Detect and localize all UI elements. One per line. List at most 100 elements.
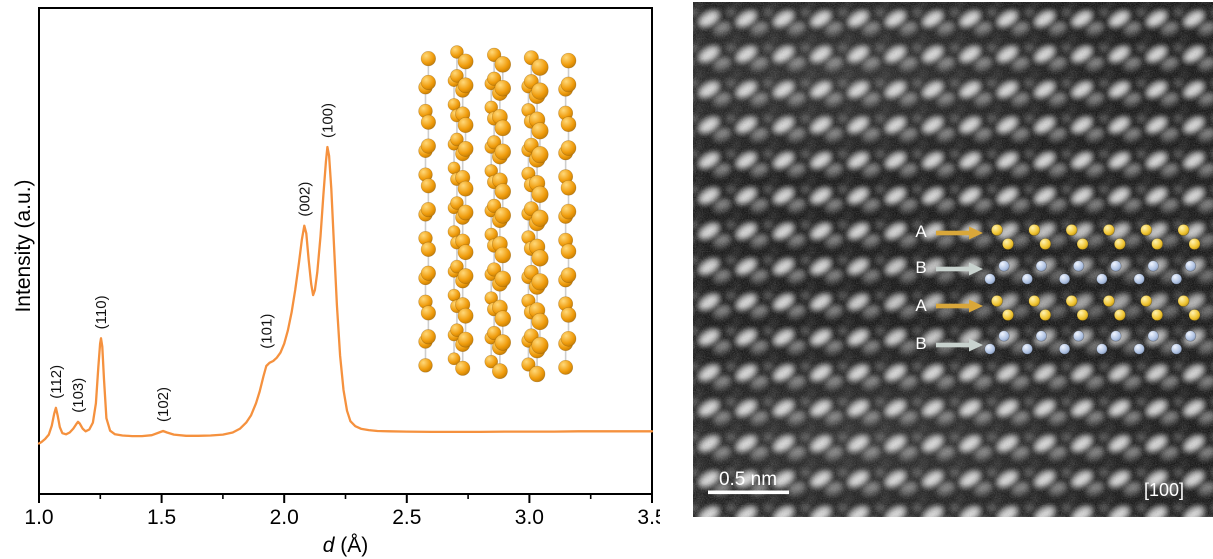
blue-atom-marker xyxy=(1184,260,1197,272)
blue-atom-marker xyxy=(1170,343,1183,355)
row-marker-A: A xyxy=(915,222,1201,250)
x-axis-title: d (Å) xyxy=(323,534,369,557)
blue-atom-marker xyxy=(1059,343,1071,355)
atom xyxy=(487,135,502,150)
blue-atom-marker xyxy=(1147,330,1159,342)
atom xyxy=(420,138,436,154)
atom xyxy=(560,116,577,133)
atom xyxy=(420,202,436,218)
blue-atom-marker xyxy=(984,273,996,285)
atom xyxy=(494,183,512,200)
atom xyxy=(450,45,464,59)
peak-label: (110) xyxy=(93,295,110,329)
row-label-A: A xyxy=(915,222,927,241)
atom xyxy=(487,47,502,62)
atom xyxy=(420,74,436,91)
blue-atom-marker xyxy=(1035,330,1047,342)
row-arrow-icon xyxy=(936,303,969,309)
atom xyxy=(494,119,512,137)
atom xyxy=(457,307,474,324)
row-arrow-icon xyxy=(936,230,969,236)
blue-atom-marker xyxy=(1170,273,1183,285)
atom xyxy=(420,241,436,257)
blue-atom-marker xyxy=(1184,330,1197,342)
x-tick-label: 3.5 xyxy=(637,506,660,529)
blue-atom-marker xyxy=(1059,273,1071,285)
atom xyxy=(484,354,498,369)
xrd-curve xyxy=(37,145,654,445)
blue-atom-marker xyxy=(1035,260,1047,272)
atom xyxy=(418,358,433,373)
atom xyxy=(457,117,474,133)
yellow-atom-marker xyxy=(1002,238,1014,250)
row-label-A: A xyxy=(915,296,927,315)
atom xyxy=(457,244,474,261)
blue-atom-marker xyxy=(1096,273,1108,285)
yellow-atom-marker xyxy=(1065,224,1078,236)
xrd-chart-panel: 1.0 1.5 2.0 2.5 3.0 3.5 d (Å) Intensity (a.u.) (… xyxy=(12,7,660,557)
atom xyxy=(450,196,464,210)
row-marker-A: A xyxy=(915,295,1201,321)
atom xyxy=(494,79,512,97)
peak-label: (103) xyxy=(70,378,87,413)
atom xyxy=(521,357,536,372)
y-axis-title: Intensity (a.u.) xyxy=(12,179,35,312)
atom xyxy=(528,365,546,383)
atom xyxy=(558,359,574,375)
blue-atom-marker xyxy=(1133,343,1145,355)
atom xyxy=(560,179,577,196)
atom xyxy=(494,310,512,327)
atom xyxy=(491,363,508,380)
atom xyxy=(560,203,577,220)
atom xyxy=(531,122,549,140)
scale-bar: 0.5 nm xyxy=(708,469,789,495)
atom xyxy=(531,58,549,76)
peak-label: (002) xyxy=(296,182,313,217)
row-arrow-head xyxy=(969,299,983,313)
blue-atom-marker xyxy=(1133,273,1145,285)
peak-label: (102) xyxy=(155,387,172,422)
atom xyxy=(457,331,474,348)
x-tick-label: 3.0 xyxy=(515,506,544,529)
yellow-atom-marker xyxy=(991,295,1003,307)
atom xyxy=(450,323,464,337)
yellow-atom-marker xyxy=(1151,238,1164,250)
yellow-atom-marker xyxy=(1177,224,1190,236)
stem-image-panel: A B A B 0.5 nm [100] xyxy=(693,2,1213,517)
blue-atom-marker xyxy=(998,260,1010,272)
atom xyxy=(450,132,464,147)
atom xyxy=(560,330,577,347)
atom xyxy=(531,209,549,227)
atom xyxy=(457,204,474,221)
blue-atom-marker xyxy=(1021,273,1033,285)
row-arrow-icon xyxy=(936,266,969,272)
atom xyxy=(420,265,436,281)
yellow-atom-marker xyxy=(1140,295,1153,307)
row-arrow-head xyxy=(969,338,983,352)
row-label-B: B xyxy=(915,258,926,277)
blue-atom-marker xyxy=(1147,260,1159,272)
row-label-B: B xyxy=(915,334,926,353)
row-marker-B: B xyxy=(915,330,1197,355)
atom xyxy=(560,267,577,283)
yellow-atom-marker xyxy=(1177,295,1190,307)
yellow-atom-marker xyxy=(1039,309,1052,321)
row-marker-B: B xyxy=(915,258,1197,285)
atom xyxy=(457,140,474,157)
yellow-atom-marker xyxy=(1028,295,1041,307)
atom xyxy=(457,77,474,94)
crystal-structure-inset xyxy=(418,45,577,383)
atom xyxy=(531,82,549,100)
yellow-atom-marker xyxy=(1102,295,1115,307)
peak-label: (112) xyxy=(48,365,65,399)
row-arrow-head xyxy=(969,262,983,276)
blue-atom-marker xyxy=(1073,330,1085,342)
atom xyxy=(450,259,464,274)
yellow-atom-marker xyxy=(1102,224,1115,236)
atom xyxy=(494,56,512,73)
atom xyxy=(531,249,549,267)
peak-label: (101) xyxy=(258,314,275,349)
atom xyxy=(450,69,464,83)
scale-bar-line xyxy=(708,490,789,495)
